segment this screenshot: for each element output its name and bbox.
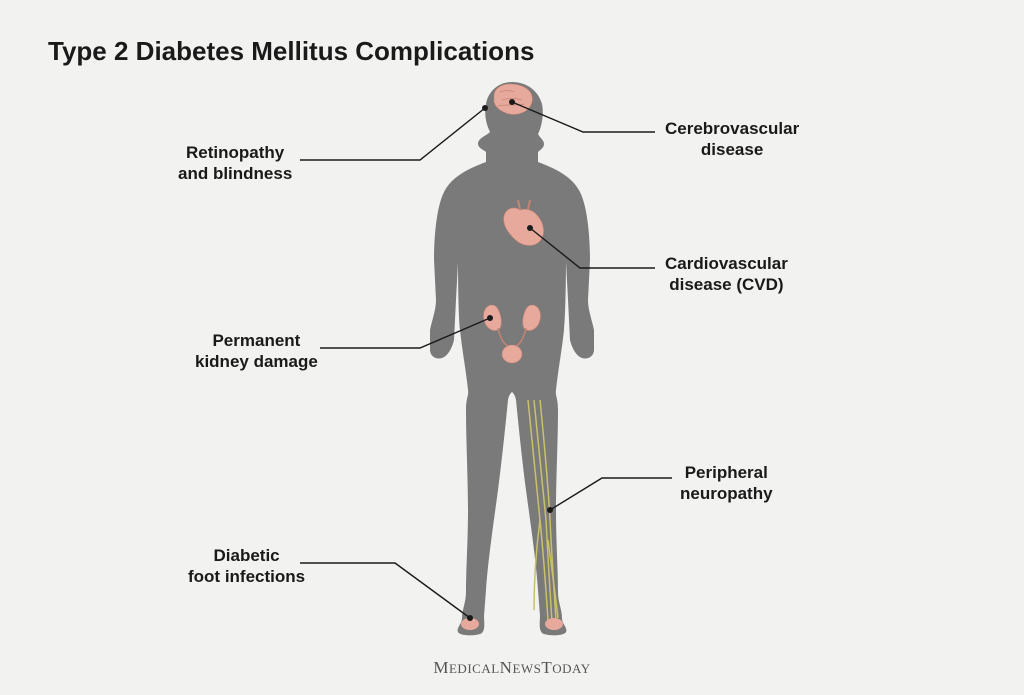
label-cardiovascular: Cardiovasculardisease (CVD) (665, 253, 788, 296)
label-kidney: Permanentkidney damage (195, 330, 318, 373)
label-foot: Diabeticfoot infections (188, 545, 305, 588)
source-credit: MEDICALNEWSTODAY (433, 658, 590, 672)
dot-kidney (487, 315, 493, 321)
label-neuropathy: Peripheralneuropathy (680, 462, 773, 505)
label-cerebrovascular: Cerebrovasculardisease (665, 118, 799, 161)
diagram-canvas: Type 2 Diabetes Mellitus Complications R… (0, 0, 1024, 695)
dot-retinopathy (482, 105, 488, 111)
diagram-title: Type 2 Diabetes Mellitus Complications (48, 36, 534, 67)
label-retinopathy: Retinopathyand blindness (178, 142, 292, 185)
dot-neuropathy (547, 507, 553, 513)
dot-cerebrovascular (509, 99, 515, 105)
dot-foot (467, 615, 473, 621)
brain-organ (494, 84, 532, 114)
figure-svg (0, 0, 1024, 695)
dot-cardiovascular (527, 225, 533, 231)
